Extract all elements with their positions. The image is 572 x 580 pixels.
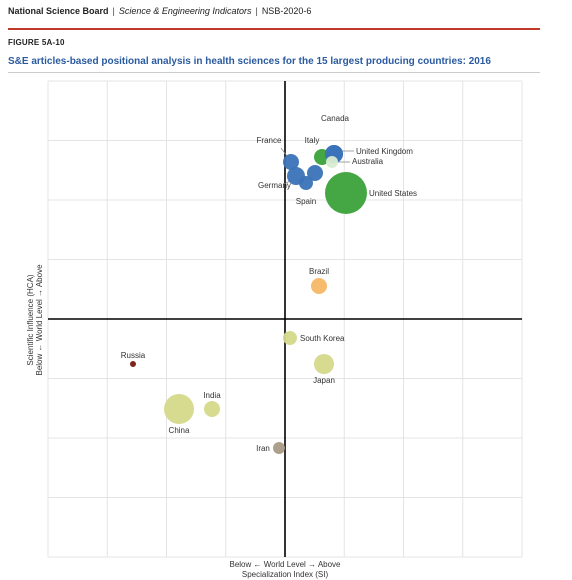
bubble-russia: [130, 361, 136, 367]
bubble-japan: [314, 354, 334, 374]
label-spain: Spain: [296, 197, 316, 206]
label-canada: Canada: [321, 114, 350, 123]
y-axis-title-line-2: Below ← World Level → Above: [35, 264, 44, 376]
label-italy: Italy: [305, 136, 320, 145]
bubble-south-korea: [283, 331, 297, 345]
bubble-brazil: [311, 278, 327, 294]
figure-title: S&E articles-based positional analysis i…: [8, 56, 491, 67]
bubble-france: [283, 154, 299, 170]
publisher-name: National Science Board: [8, 6, 109, 16]
title-divider: [8, 72, 540, 73]
y-axis-title-line-1: Scientific Influence (HCA): [26, 274, 35, 365]
label-united-states: United States: [369, 189, 417, 198]
bubble-netherlands: [307, 165, 323, 181]
accent-rule: [8, 28, 540, 30]
report-number: NSB-2020-6: [261, 6, 312, 16]
label-south-korea: South Korea: [300, 334, 345, 343]
bubble-iran: [273, 442, 285, 454]
bubble-china: [164, 394, 194, 424]
bubble-spain: [299, 176, 313, 190]
header-separator-1: |: [112, 6, 115, 16]
bubble-australia: [326, 156, 338, 168]
label-brazil: Brazil: [309, 267, 329, 276]
label-france: France: [257, 136, 282, 145]
report-series: Science & Engineering Indicators: [118, 6, 252, 16]
label-russia: Russia: [121, 351, 146, 360]
header-separator-2: |: [255, 6, 258, 16]
label-china: China: [169, 426, 190, 435]
label-india: India: [203, 391, 221, 400]
label-japan: Japan: [313, 376, 335, 385]
axes-layer: [48, 81, 522, 557]
label-germany: Germany: [258, 181, 291, 190]
label-united-kingdom: United Kingdom: [356, 147, 413, 156]
bubble-india: [204, 401, 220, 417]
report-header: National Science Board | Science & Enginee…: [8, 6, 311, 16]
points-layer: [130, 145, 367, 454]
bubble-united-states: [325, 172, 367, 214]
figure-number: FIGURE 5A-10: [8, 38, 65, 47]
x-axis-title-line-2: Specialization Index (SI): [242, 570, 329, 579]
label-iran: Iran: [256, 444, 270, 453]
x-axis-title-line-1: Below ← World Level → Above: [229, 560, 341, 569]
label-australia: Australia: [352, 157, 384, 166]
leader-line-france: [280, 147, 288, 157]
